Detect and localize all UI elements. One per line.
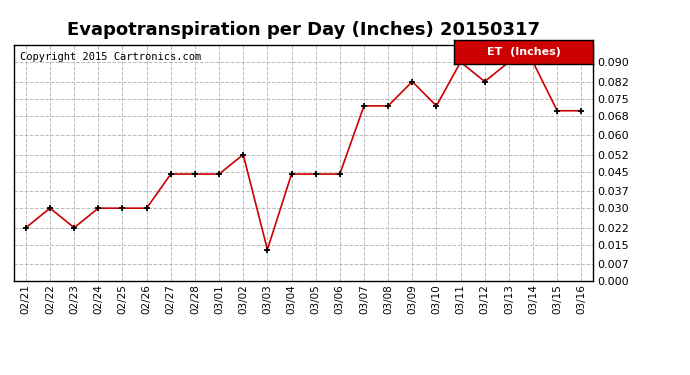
Text: Copyright 2015 Cartronics.com: Copyright 2015 Cartronics.com xyxy=(19,52,201,62)
Title: Evapotranspiration per Day (Inches) 20150317: Evapotranspiration per Day (Inches) 2015… xyxy=(67,21,540,39)
